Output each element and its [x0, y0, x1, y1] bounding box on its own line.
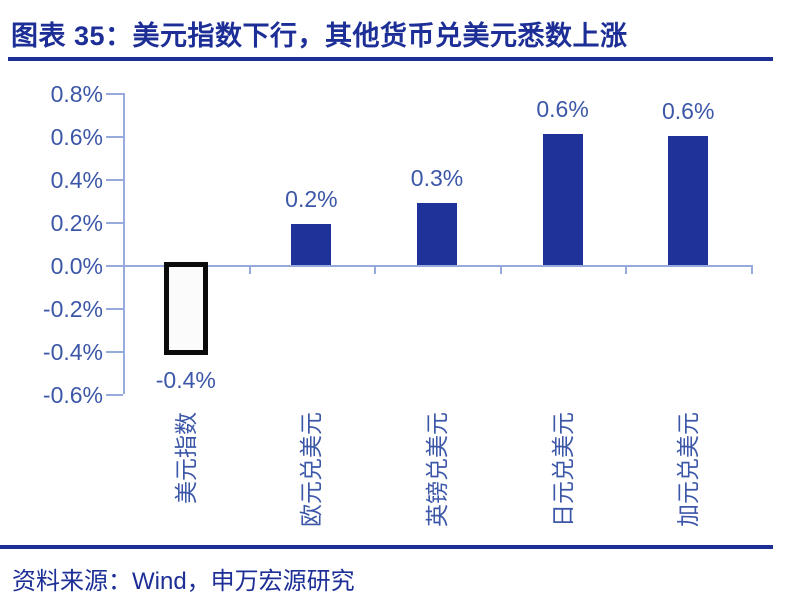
y-tick-mark: [106, 308, 123, 310]
y-tick-mark: [106, 136, 123, 138]
bar-value-label: 0.6%: [661, 98, 715, 124]
y-axis-line: [123, 93, 125, 394]
bar-value-label: 0.3%: [410, 164, 464, 191]
bar-value-label: 0.6%: [536, 95, 589, 122]
y-tick-mark: [106, 93, 123, 95]
bar-英镑兑美元: [417, 202, 457, 265]
x-axis-category-label: 英镑兑美元: [424, 412, 450, 527]
y-tick-mark: [106, 179, 123, 181]
y-axis-tick-label: -0.6%: [42, 382, 103, 408]
y-axis-tick-label: 0.6%: [50, 124, 103, 150]
bar-欧元兑美元: [291, 224, 332, 265]
y-tick-mark: [106, 394, 123, 396]
y-axis-tick-label: -0.2%: [42, 296, 103, 322]
footer-divider: [0, 545, 773, 549]
x-axis-line: [123, 265, 753, 267]
y-tick-mark: [106, 222, 123, 224]
x-tick-mark: [248, 265, 251, 274]
y-axis-tick-label: 0.0%: [50, 253, 103, 279]
x-tick-mark: [751, 265, 753, 274]
bar-美元指数: [163, 262, 208, 355]
y-axis-tick-label: 0.4%: [50, 167, 103, 193]
x-tick-mark: [499, 265, 502, 274]
bar-value-label: 0.2%: [285, 186, 338, 213]
chart-title: 图表 35：美元指数下行，其他货币兑美元悉数上涨: [11, 21, 628, 51]
y-axis-tick-label: 0.8%: [50, 81, 103, 107]
x-axis-category-label: 日元兑美元: [549, 412, 576, 527]
y-axis-tick-label: 0.2%: [50, 210, 103, 236]
x-axis-category-label: 加元兑美元: [675, 412, 702, 527]
bar-日元兑美元: [542, 133, 583, 265]
x-tick-mark: [625, 265, 628, 274]
x-axis-category-label: 欧元兑美元: [298, 412, 325, 527]
title-underline: [8, 57, 773, 61]
y-tick-mark: [106, 351, 123, 353]
source-note: 资料来源：Wind，申万宏源研究: [12, 568, 355, 595]
x-tick-mark: [374, 265, 377, 274]
x-axis-category-label: 美元指数: [172, 412, 199, 504]
y-tick-mark: [106, 265, 123, 267]
bar-value-label: -0.4%: [155, 367, 216, 393]
bar-加元兑美元: [668, 136, 709, 265]
y-axis-tick-label: -0.4%: [42, 339, 103, 365]
